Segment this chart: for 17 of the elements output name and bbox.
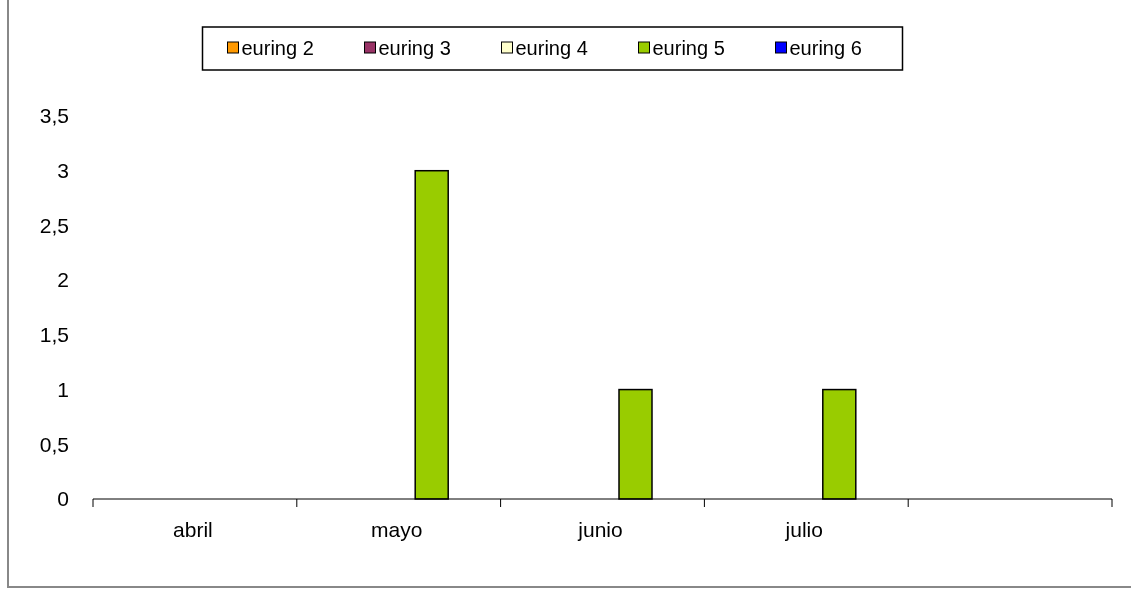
- x-tick-label: mayo: [371, 518, 423, 541]
- y-tick-label: 1,5: [39, 323, 69, 347]
- y-tick-label: 3,5: [39, 104, 69, 128]
- y-tick-label: 2: [57, 268, 69, 292]
- legend-label: euring 4: [515, 37, 588, 59]
- x-tick-label: junio: [577, 518, 623, 541]
- y-tick-label: 1: [57, 377, 69, 401]
- y-tick-label: 0: [57, 487, 69, 511]
- legend-label: euring 5: [652, 37, 725, 59]
- y-tick-label: 0,5: [39, 432, 69, 456]
- legend-label: euring 6: [789, 37, 862, 59]
- legend-label: euring 3: [378, 37, 451, 59]
- x-tick-label: abril: [173, 518, 213, 541]
- x-tick-label: julio: [784, 518, 823, 541]
- y-tick-label: 2,5: [39, 213, 69, 237]
- legend-label: euring 2: [241, 37, 314, 59]
- y-tick-label: 3: [57, 159, 69, 183]
